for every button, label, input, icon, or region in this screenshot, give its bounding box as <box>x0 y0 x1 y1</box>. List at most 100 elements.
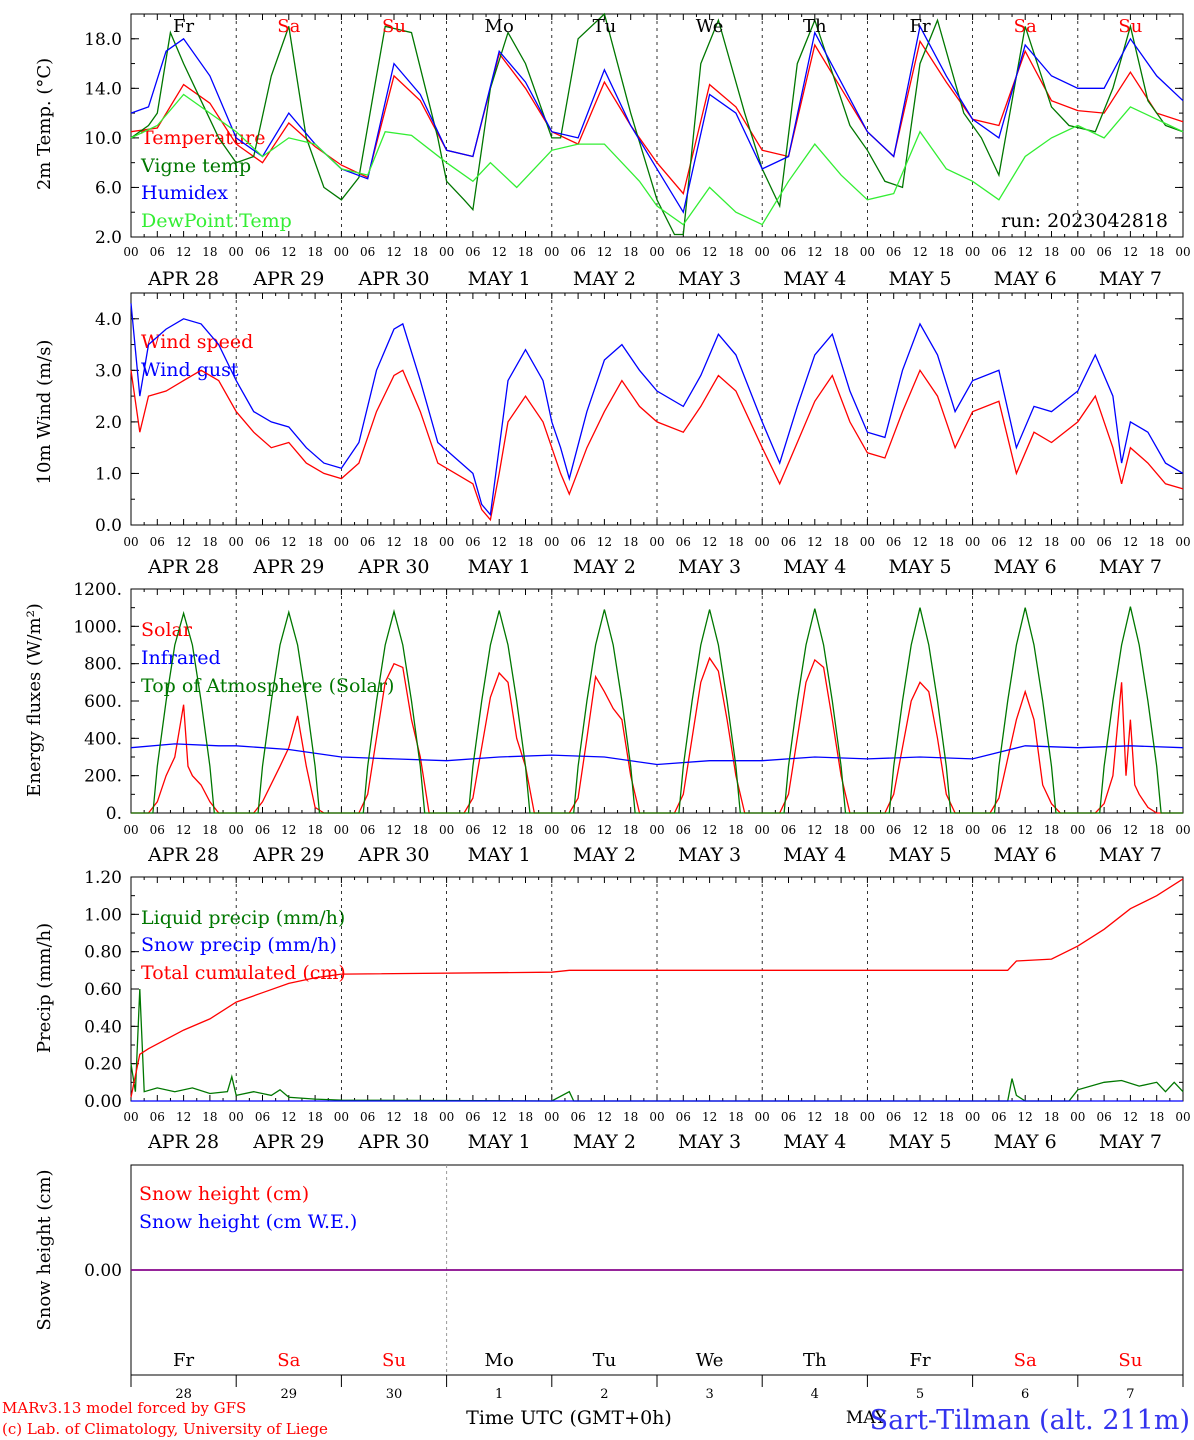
date-label: MAY 4 <box>783 268 846 290</box>
day-label: Su <box>382 1350 406 1371</box>
hour-label: 12 <box>492 245 507 259</box>
y-tick-label: 18.0 <box>84 30 122 50</box>
date-label: MAY 1 <box>468 556 531 578</box>
hour-label: 18 <box>1044 1110 1059 1124</box>
hour-label: 00 <box>860 1110 875 1124</box>
day-label: Fr <box>173 1350 194 1371</box>
hour-label: 12 <box>702 245 717 259</box>
date-label: MAY 1 <box>468 1131 531 1153</box>
y-tick-label: 10.0 <box>84 129 122 149</box>
hour-label: 12 <box>702 823 717 837</box>
hour-label: 06 <box>255 535 270 549</box>
date-label: MAY 6 <box>994 844 1057 866</box>
y-tick-label: 600. <box>84 692 122 712</box>
run-annotation: run: 2023042818 <box>1001 210 1168 232</box>
y-tick-label: 14.0 <box>84 79 122 99</box>
hour-label: 18 <box>413 245 428 259</box>
date-label: MAY 5 <box>888 556 951 578</box>
hour-label: 12 <box>492 1110 507 1124</box>
y-tick-label: 0.0 <box>95 516 122 536</box>
day-label: We <box>696 1350 724 1371</box>
hour-label: 06 <box>676 1110 691 1124</box>
hour-label: 18 <box>518 823 533 837</box>
y-tick-label: 0. <box>106 804 122 824</box>
hour-label: 12 <box>176 823 191 837</box>
hour-label: 12 <box>281 535 296 549</box>
y-tick-label: 400. <box>84 729 122 749</box>
hour-label: 06 <box>991 535 1006 549</box>
hour-label: 12 <box>176 535 191 549</box>
hour-label: 00 <box>1070 1110 1085 1124</box>
hour-label: 00 <box>334 1110 349 1124</box>
date-label: MAY 2 <box>573 556 636 578</box>
hour-label: 18 <box>1044 535 1059 549</box>
hour-label: 18 <box>518 245 533 259</box>
hour-label: 18 <box>728 1110 743 1124</box>
hour-label: 18 <box>728 245 743 259</box>
day-number: 28 <box>175 1387 192 1402</box>
date-label: APR 28 <box>147 556 219 578</box>
series-line <box>130 878 1184 1098</box>
hour-label: 18 <box>307 1110 322 1124</box>
hour-label: 06 <box>781 1110 796 1124</box>
hour-label: 00 <box>123 1110 138 1124</box>
x-axis-title: Time UTC (GMT+0h) <box>466 1407 672 1429</box>
hour-label: 18 <box>413 823 428 837</box>
date-label: APR 30 <box>357 1131 429 1153</box>
hour-label: 18 <box>413 535 428 549</box>
snow-panel: Snow height (cm) Snow height (cm) Snow h… <box>34 1164 1184 1387</box>
day-number: 6 <box>1021 1387 1029 1402</box>
hour-label: 00 <box>123 245 138 259</box>
hour-label: 00 <box>965 823 980 837</box>
date-label: APR 30 <box>357 556 429 578</box>
hour-label: 06 <box>360 823 375 837</box>
day-label: Sa <box>1014 16 1037 37</box>
hour-label: 00 <box>1175 535 1190 549</box>
hour-label: 06 <box>886 535 901 549</box>
hour-label: 00 <box>860 245 875 259</box>
y-tick-label: 0.60 <box>84 980 122 1000</box>
temperature-y-label: 2m Temp. (°C) <box>34 58 55 190</box>
day-label: Mo <box>485 16 514 37</box>
day-label: Th <box>803 1350 827 1371</box>
date-label: MAY 7 <box>1099 844 1162 866</box>
y-tick-label: 1200. <box>73 580 122 600</box>
day-label: We <box>696 16 724 37</box>
hour-label: 12 <box>807 245 822 259</box>
model-credit: MARv3.13 model forced by GFS <box>2 1399 246 1417</box>
y-tick-label: 3.0 <box>95 361 122 381</box>
hour-label: 18 <box>1149 1110 1164 1124</box>
hour-label: 00 <box>439 823 454 837</box>
hour-label: 00 <box>1070 535 1085 549</box>
hour-label: 18 <box>413 1110 428 1124</box>
legend-humidex: Humidex <box>141 182 228 204</box>
hour-label: 06 <box>991 823 1006 837</box>
legend-infrared: Infrared <box>141 647 221 669</box>
y-tick-label: 200. <box>84 767 122 787</box>
hour-label: 12 <box>807 1110 822 1124</box>
date-label: MAY 4 <box>783 1131 846 1153</box>
hour-label: 18 <box>518 535 533 549</box>
day-label: Th <box>803 16 827 37</box>
date-label: MAY 5 <box>888 844 951 866</box>
day-label: Tu <box>593 16 617 37</box>
hour-label: 00 <box>544 245 559 259</box>
hour-label: 00 <box>229 1110 244 1124</box>
hour-label: 12 <box>1123 245 1138 259</box>
hour-label: 12 <box>1018 535 1033 549</box>
lab-credit: (c) Lab. of Climatology, University of L… <box>2 1420 328 1438</box>
legend-total-cumulated: Total cumulated (cm) <box>141 962 346 984</box>
hour-label: 18 <box>202 245 217 259</box>
hour-label: 12 <box>386 1110 401 1124</box>
y-tick-label: 1000. <box>73 617 122 637</box>
hour-label: 00 <box>229 823 244 837</box>
hour-label: 06 <box>360 535 375 549</box>
hour-label: 06 <box>886 1110 901 1124</box>
hour-label: 18 <box>728 823 743 837</box>
hour-label: 06 <box>676 535 691 549</box>
date-label: APR 30 <box>357 844 429 866</box>
day-number: 5 <box>916 1387 924 1402</box>
hour-label: 00 <box>439 1110 454 1124</box>
legend-snow-height: Snow height (cm) <box>139 1183 309 1205</box>
hour-label: 06 <box>1096 535 1111 549</box>
